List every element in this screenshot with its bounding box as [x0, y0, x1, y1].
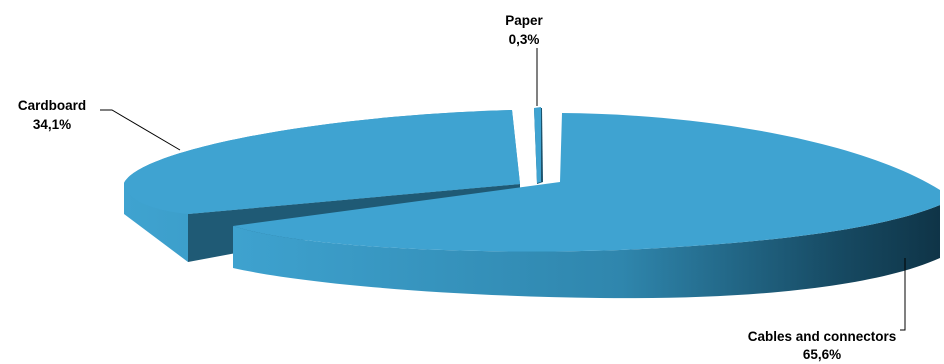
- label-cables-and-connectors: Cables and connectors 65,6%: [748, 329, 897, 362]
- label-cardboard: Cardboard 34,1%: [18, 98, 86, 132]
- label-paper-name: Paper: [505, 13, 543, 28]
- slice-cables-and-connectors: [233, 113, 940, 299]
- label-paper: Paper 0,3%: [505, 13, 543, 47]
- label-cardboard-name: Cardboard: [18, 98, 86, 113]
- leader-line-cables: [900, 258, 906, 331]
- slice-cardboard-top: [124, 110, 520, 214]
- label-cables-value: 65,6%: [803, 347, 841, 362]
- slice-cables-top: [233, 113, 940, 252]
- label-cardboard-value: 34,1%: [33, 117, 71, 132]
- label-paper-value: 0,3%: [509, 32, 540, 47]
- label-cables-name: Cables and connectors: [748, 329, 897, 344]
- slice-cables-side: [233, 205, 940, 299]
- slice-paper-top: [534, 107, 541, 183]
- leader-line-cardboard: [100, 109, 181, 151]
- slice-paper: [534, 107, 543, 184]
